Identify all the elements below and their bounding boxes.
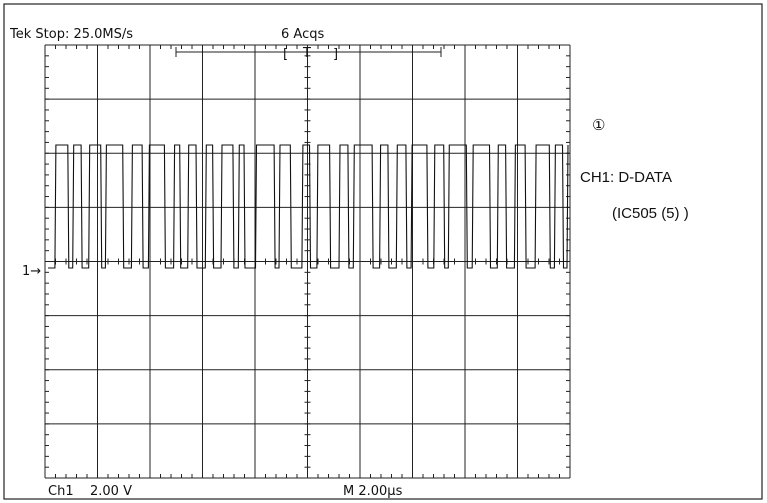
signal-source: (IC505 (5) ) — [612, 205, 689, 222]
oscilloscope-screenshot: [ ] T Tek Stop: 25.0MS/s 6 Acqs Ch1 2.00… — [0, 0, 767, 503]
trigger-bracket-left: [ — [283, 47, 288, 62]
trigger-bracket-right: ] — [333, 47, 338, 62]
marker: ① — [592, 117, 605, 134]
frame — [4, 4, 762, 499]
volts-per-div: 2.00 V — [90, 484, 132, 499]
acquisitions: 6 Acqs — [281, 27, 324, 42]
trigger-marker: T — [302, 46, 311, 61]
time-per-div: M 2.00µs — [343, 484, 403, 499]
channel: Ch1 — [48, 484, 74, 499]
ground-marker: 1→ — [22, 264, 41, 279]
status: Tek Stop: 25.0MS/s — [9, 27, 133, 42]
channel-label: CH1: D-DATA — [580, 169, 672, 186]
